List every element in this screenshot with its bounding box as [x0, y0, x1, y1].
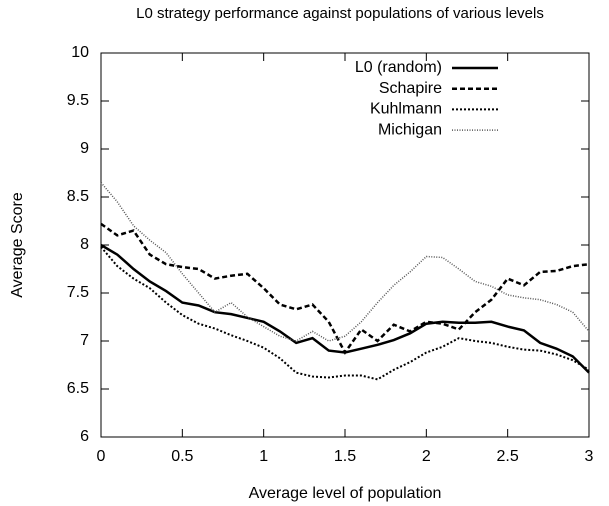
series-line	[100, 222, 590, 355]
x-tick-label: 2.5	[497, 448, 519, 465]
y-tick-label: 6	[80, 428, 89, 445]
x-tick-label: 1	[259, 448, 268, 465]
y-axis-label: Average Score	[9, 192, 26, 298]
x-axis-label: Average level of population	[249, 485, 442, 502]
x-tick-label: 0	[97, 448, 106, 465]
x-tick-label: 0.5	[171, 448, 193, 465]
plot-frame	[100, 52, 590, 438]
legend-label: Kuhlmann	[370, 101, 442, 118]
y-tick-label: 9	[80, 140, 89, 157]
y-tick-label: 10	[71, 44, 89, 61]
y-tick-label: 7.5	[67, 284, 89, 301]
y-tick-label: 8	[80, 236, 89, 253]
x-tick-label: 1.5	[334, 448, 356, 465]
series-line	[100, 182, 590, 342]
x-tick-label: 2	[422, 448, 431, 465]
y-tick-label: 7	[80, 332, 89, 349]
chart-title: L0 strategy performance against populati…	[136, 5, 544, 22]
x-tick-label: 3	[585, 448, 594, 465]
legend-label: L0 (random)	[355, 59, 442, 76]
y-tick-label: 9.5	[67, 92, 89, 109]
legend-label: Schapire	[379, 80, 442, 97]
legend-label: Michigan	[378, 121, 442, 138]
y-tick-label: 6.5	[67, 380, 89, 397]
y-tick-label: 8.5	[67, 188, 89, 205]
series-line	[100, 246, 590, 381]
